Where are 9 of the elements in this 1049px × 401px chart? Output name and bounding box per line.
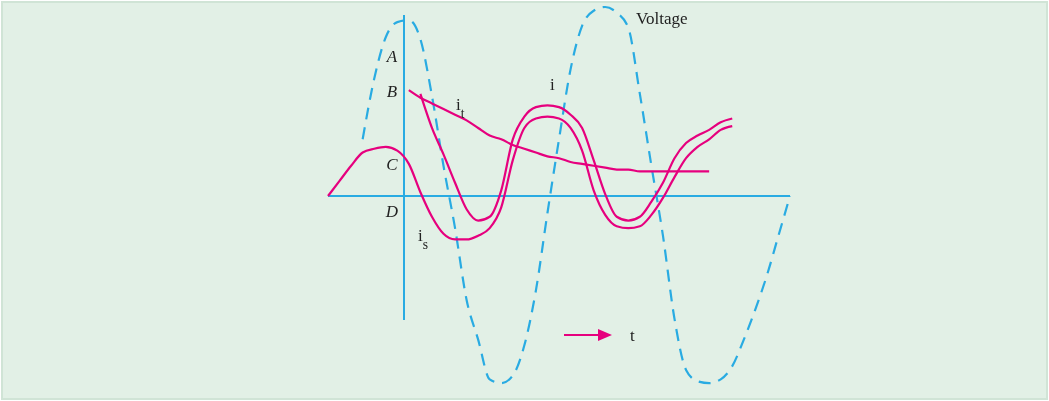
- annotation: A: [385, 47, 398, 66]
- annotation: t: [630, 326, 635, 345]
- series-label: i$_{t}$: [456, 95, 465, 121]
- annotation: B: [386, 82, 398, 101]
- annotation: C: [386, 155, 399, 174]
- annotation: D: [384, 202, 399, 221]
- series-label: i$_{s}$: [418, 226, 429, 252]
- series-label: i: [550, 75, 555, 94]
- series-label: Voltage: [636, 9, 688, 28]
